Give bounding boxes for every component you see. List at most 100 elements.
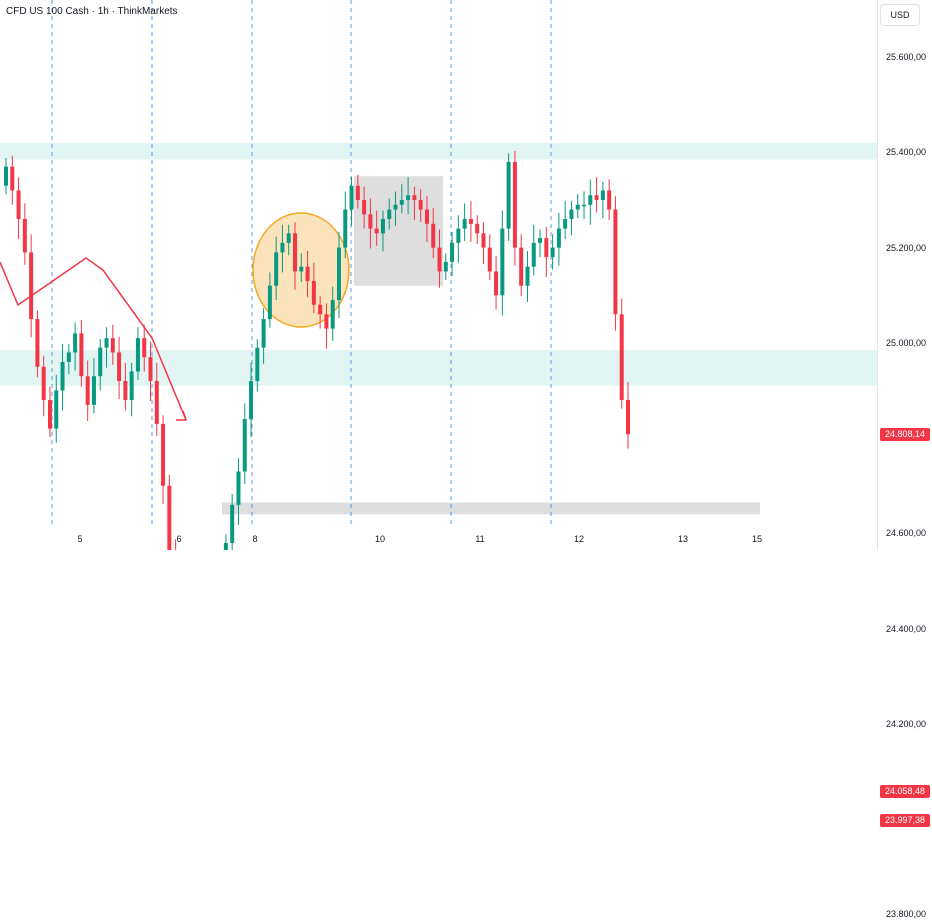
- candle-body: [412, 195, 417, 200]
- candle-body: [368, 214, 373, 229]
- time-tick-label: 10: [374, 534, 386, 544]
- candle-body: [563, 219, 568, 229]
- candle-body: [10, 166, 15, 191]
- candle-body: [544, 238, 549, 258]
- candle-body: [481, 233, 486, 248]
- candle-body: [154, 380, 159, 424]
- candle-body: [22, 219, 27, 253]
- time-tick-label: 12: [573, 534, 585, 544]
- candle-body: [456, 228, 461, 243]
- candle-body: [437, 247, 442, 272]
- candle-body: [519, 247, 524, 286]
- candle-body: [60, 361, 65, 391]
- candle-body: [29, 252, 34, 320]
- candle-body: [135, 338, 140, 372]
- currency-button[interactable]: USD: [880, 4, 920, 26]
- zone-consolidation: [354, 176, 443, 286]
- price-tick-label: 24.600,00: [886, 528, 927, 539]
- candle-body: [98, 347, 103, 377]
- candle-body: [249, 380, 254, 420]
- candle-body: [500, 228, 505, 296]
- candle-body: [613, 209, 618, 315]
- candle-body: [418, 200, 423, 210]
- candle-body: [129, 371, 134, 401]
- candle-body: [406, 195, 411, 200]
- candle-body: [236, 471, 241, 505]
- candle-body: [16, 190, 21, 220]
- candle-body: [450, 242, 455, 262]
- candle-body: [299, 266, 304, 272]
- candle-body: [79, 333, 84, 377]
- candle-body: [242, 419, 247, 472]
- price-chart[interactable]: [0, 0, 878, 550]
- candle-body: [41, 366, 46, 401]
- candle-body: [223, 542, 228, 550]
- candle-body: [600, 190, 605, 200]
- candle-body: [110, 338, 115, 353]
- candle-body: [161, 423, 166, 486]
- candle-body: [393, 204, 398, 210]
- candle-body: [387, 209, 392, 220]
- candle-body: [230, 504, 235, 543]
- candle-body: [318, 304, 323, 315]
- candle-body: [475, 223, 480, 234]
- candle-body: [330, 300, 335, 329]
- candle-body: [462, 219, 467, 229]
- candle-body: [487, 247, 492, 272]
- price-tick-label: 24.200,00: [886, 718, 927, 729]
- candle-body: [255, 347, 260, 381]
- candle-body: [531, 242, 536, 267]
- candle-body: [85, 376, 90, 405]
- candle-body: [4, 166, 8, 186]
- candle-body: [594, 195, 599, 200]
- time-tick-label: 15: [751, 534, 763, 544]
- candle-body: [54, 390, 59, 429]
- candle-body: [525, 266, 530, 286]
- candle-body: [349, 185, 354, 210]
- candle-body: [148, 357, 153, 381]
- candle-body: [538, 238, 543, 243]
- candle-body: [167, 485, 172, 550]
- candle-body: [280, 242, 285, 253]
- candle-body: [619, 314, 624, 401]
- price-badge: 24.808,14: [880, 427, 930, 441]
- candle-body: [380, 219, 385, 234]
- price-tick-label: 25.600,00: [886, 52, 927, 63]
- trend-arrow-line: [0, 257, 187, 421]
- price-tick-label: 24.400,00: [886, 623, 927, 634]
- candle-body: [556, 228, 561, 248]
- price-tick-label: 25.200,00: [886, 242, 927, 253]
- time-tick-label: 13: [677, 534, 689, 544]
- candle-body: [374, 228, 379, 234]
- symbol-title[interactable]: CFD US 100 Cash · 1h · ThinkMarkets: [6, 6, 178, 17]
- time-tick-label: 5: [77, 534, 83, 544]
- candle-body: [117, 352, 122, 381]
- candle-body: [512, 161, 517, 248]
- price-tick-label: 23.800,00: [886, 909, 927, 920]
- candle-body: [142, 338, 147, 358]
- price-badge: 23.997,38: [880, 813, 930, 827]
- time-tick-label: 8: [252, 534, 258, 544]
- price-tick-label: 25.400,00: [886, 147, 927, 158]
- zone-support: [0, 350, 878, 386]
- price-badge: 24.058,48: [880, 784, 930, 798]
- candle-body: [47, 400, 52, 429]
- zone-resistance: [0, 142, 878, 160]
- candle-body: [626, 400, 630, 435]
- candle-body: [293, 233, 298, 272]
- candle-body: [311, 280, 316, 305]
- candle-body: [91, 376, 96, 405]
- time-tick-label: 11: [475, 534, 485, 544]
- price-tick-label: 25.000,00: [886, 337, 927, 348]
- candle-body: [575, 204, 580, 210]
- candle-body: [399, 200, 404, 205]
- candle-body: [362, 200, 367, 215]
- candle-body: [431, 223, 436, 248]
- candle-body: [468, 219, 473, 224]
- candle-body: [35, 319, 40, 367]
- candle-body: [607, 190, 612, 210]
- candle-body: [104, 338, 109, 348]
- candle-body: [261, 319, 266, 348]
- candle-body: [286, 233, 291, 243]
